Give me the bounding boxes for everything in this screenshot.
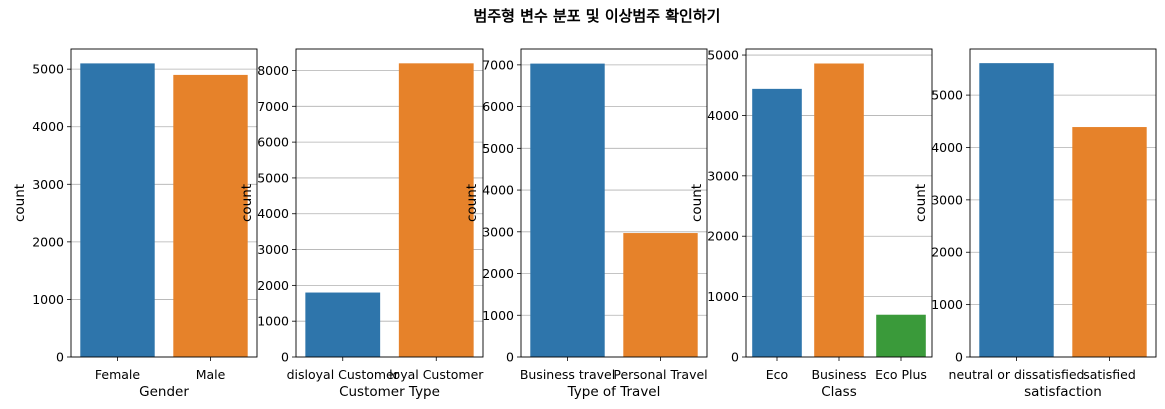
y-tick-label: 6000 [482, 99, 514, 114]
y-tick-label: 0 [281, 350, 289, 365]
figure-title: 범주형 변수 분포 및 이상범주 확인하기 [474, 7, 721, 25]
axes-frame [70, 48, 258, 358]
y-tick-label: 1000 [707, 289, 739, 304]
y-tick-label: 4000 [257, 206, 289, 221]
y-tick-label: 3000 [257, 242, 289, 257]
axes-frame [745, 48, 933, 358]
y-tick-label: 6000 [257, 135, 289, 150]
x-tick-label: Personal Travel [613, 367, 707, 382]
y-tick-label: 5000 [482, 141, 514, 156]
axes-frame [520, 48, 708, 358]
y-tick-label: 5000 [257, 170, 289, 185]
x-tick-label: loyal Customer [389, 367, 484, 382]
y-tick-label: 1000 [482, 308, 514, 323]
x-tick-label: Eco Plus [875, 367, 927, 382]
y-tick-label: 1000 [32, 292, 64, 307]
y-tick-label: 3000 [32, 177, 64, 192]
chart-panel-2: 0 1000 2000 3000 4000 5000 6000 7000 8000 disloya… [239, 48, 484, 400]
y-tick-label: 4000 [931, 140, 963, 155]
chart-panels: 0 1000 2000 3000 4000 5000 Female Male Gender cou… [12, 48, 1157, 400]
x-axis-label: Gender [139, 384, 189, 400]
y-tick-label: 7000 [482, 57, 514, 72]
x-tick-label: Male [196, 367, 226, 382]
y-tick-label: 2000 [482, 266, 514, 281]
bar-female [80, 63, 155, 358]
y-tick-label: 3000 [707, 168, 739, 183]
bar-disloyal-customer [305, 292, 381, 357]
y-axis-label: count [12, 184, 28, 222]
bar-business [814, 63, 864, 358]
y-tick-label: 3000 [931, 192, 963, 207]
y-tick-label: 1000 [257, 314, 289, 329]
axes-frame [295, 48, 484, 358]
y-tick-label: 0 [955, 350, 963, 365]
bar-eco [752, 88, 802, 357]
x-tick-label: disloyal Customer [287, 367, 400, 382]
y-tick-label: 2000 [32, 234, 64, 249]
y-tick-label: 1000 [931, 297, 963, 312]
y-tick-label: 0 [731, 350, 739, 365]
y-axis-label: count [689, 184, 705, 222]
bar-male [173, 74, 248, 357]
x-tick-label: satisfied [1083, 367, 1136, 382]
y-tick-label: 2000 [257, 278, 289, 293]
y-tick-label: 4000 [32, 119, 64, 134]
x-tick-label: Business travel [520, 367, 615, 382]
x-axis-label: Type of Travel [567, 384, 661, 400]
chart-panel-3: 0 1000 2000 3000 4000 5000 6000 7000 Business tr… [464, 48, 708, 400]
bar-neutral-or-dissatisfied [979, 63, 1054, 358]
y-tick-label: 0 [506, 350, 514, 365]
x-tick-label: Eco [766, 367, 788, 382]
bar-eco-plus [876, 314, 926, 357]
y-tick-label: 2000 [931, 245, 963, 260]
y-tick-label: 4000 [482, 183, 514, 198]
y-tick-label: 0 [56, 350, 64, 365]
y-tick-label: 2000 [707, 229, 739, 244]
y-axis-label: count [464, 184, 480, 222]
y-tick-label: 5000 [931, 88, 963, 103]
x-axis-label: satisfaction [1024, 384, 1102, 400]
x-axis-label: Customer Type [339, 384, 440, 400]
bar-loyal-customer [398, 63, 474, 357]
x-tick-label: Female [95, 367, 141, 382]
y-tick-label: 4000 [707, 108, 739, 123]
bar-business-travel [530, 63, 605, 357]
y-axis-label: count [913, 184, 929, 222]
y-tick-label: 7000 [257, 99, 289, 114]
y-tick-label: 5000 [32, 62, 64, 77]
chart-panel-4: 0 1000 2000 3000 4000 5000 Eco Business Eco Plus… [689, 48, 933, 400]
x-tick-label: Business [811, 367, 866, 382]
chart-panel-5: 0 1000 2000 3000 4000 5000 neutral or dissatis… [913, 48, 1157, 400]
y-axis-label: count [239, 184, 255, 222]
y-tick-label: 5000 [707, 48, 739, 63]
y-tick-label: 8000 [257, 63, 289, 78]
x-axis-label: Class [821, 384, 857, 400]
axes-frame [969, 48, 1157, 358]
x-tick-label: neutral or dissatisfied [949, 367, 1085, 382]
bar-personal-travel [623, 233, 698, 357]
bar-satisfied [1072, 127, 1147, 357]
chart-panel-1: 0 1000 2000 3000 4000 5000 Female Male Gender cou… [12, 48, 258, 400]
y-tick-label: 3000 [482, 224, 514, 239]
